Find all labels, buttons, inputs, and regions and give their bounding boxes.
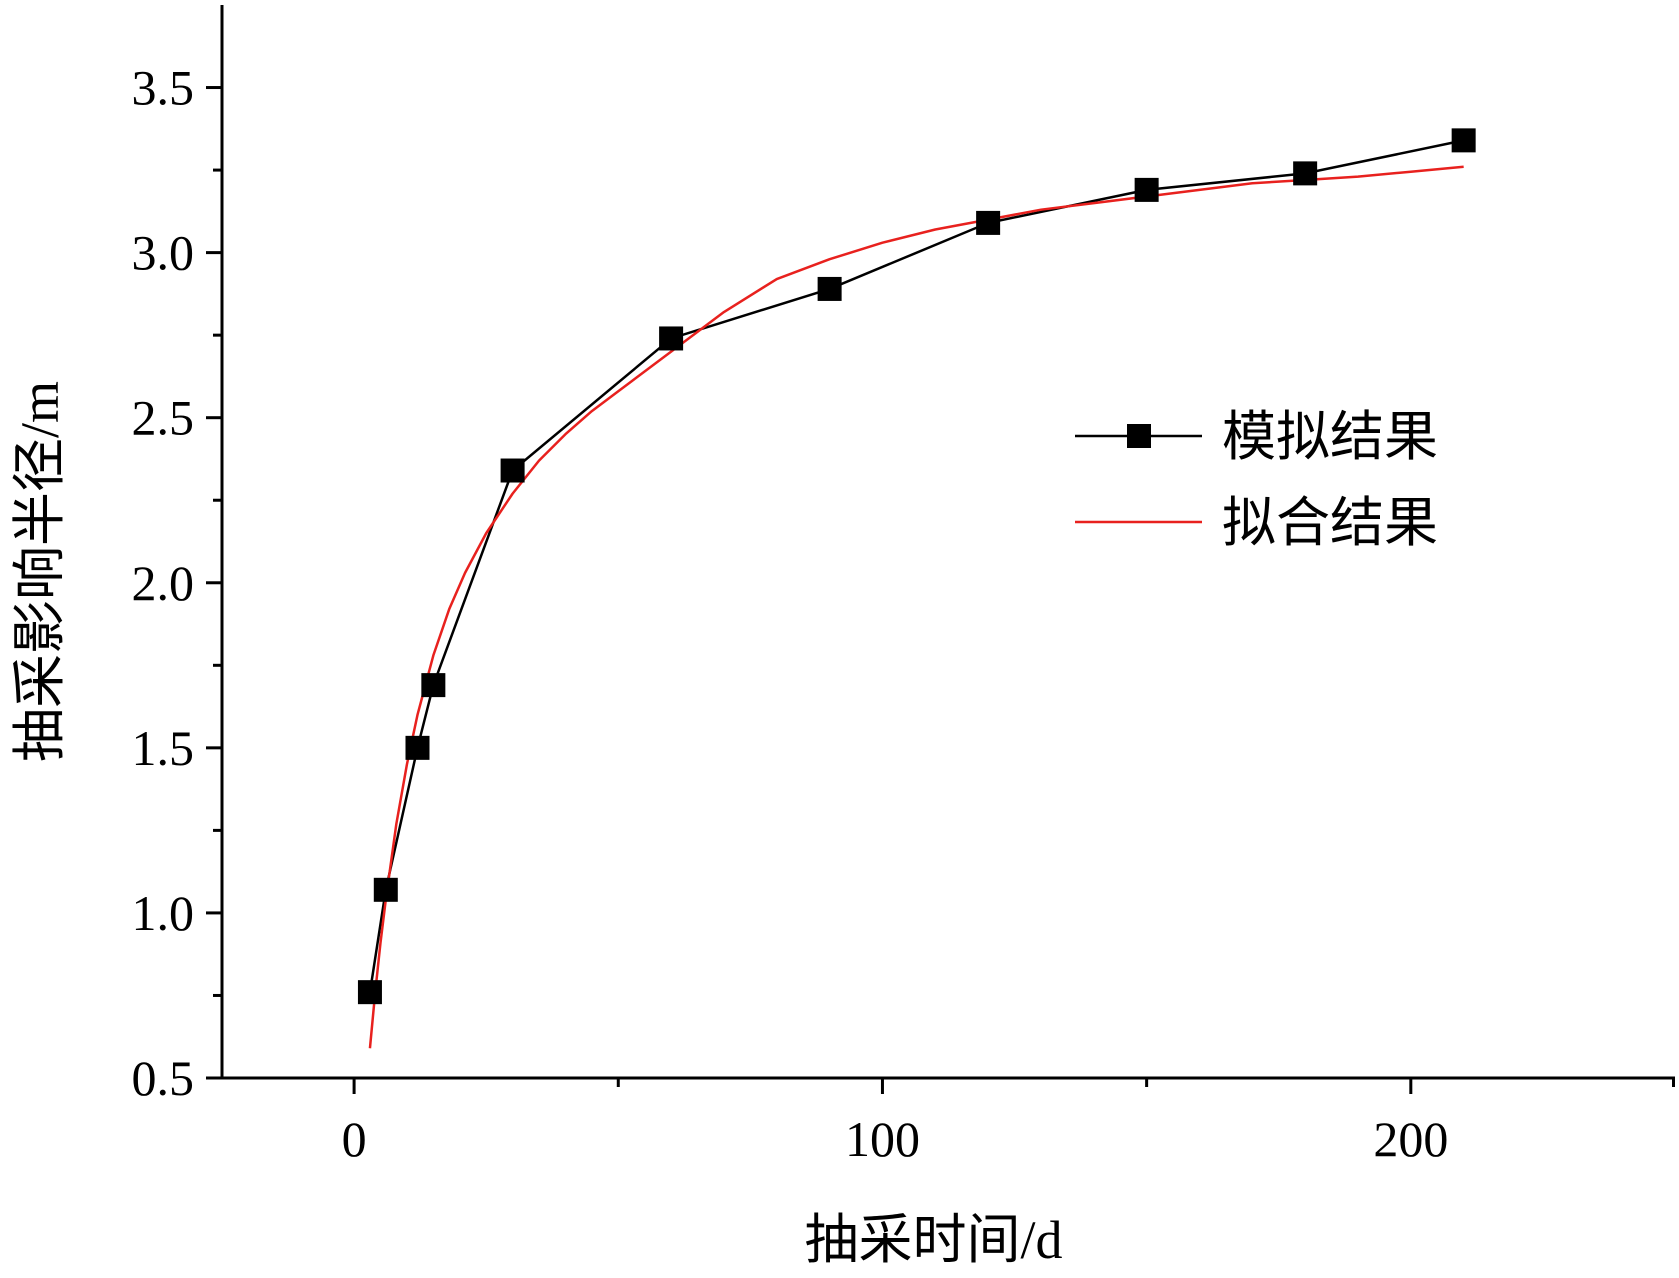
y-tick-label: 2.5	[132, 390, 195, 446]
data-point-模拟结果	[405, 735, 430, 760]
y-axis-title: 抽采影响半径/m	[10, 381, 70, 762]
y-tick-label: 2.0	[132, 555, 195, 611]
y-tick-label: 1.0	[132, 885, 195, 941]
data-point-模拟结果	[357, 980, 382, 1005]
y-tick-label: 1.5	[132, 720, 195, 776]
y-tick-label: 3.5	[132, 60, 195, 116]
plot-area	[357, 128, 1476, 1049]
data-point-模拟结果	[421, 673, 446, 698]
data-point-模拟结果	[1293, 161, 1318, 186]
legend-marker-模拟结果	[1127, 424, 1151, 448]
data-point-模拟结果	[817, 276, 842, 301]
axes: 0.5 1.0 1.5 2.0 2.5 3.0 3.5 0 100 200 抽采时间/d 抽采影响半径…	[10, 5, 1675, 1270]
y-tick-label: 0.5	[132, 1050, 195, 1106]
data-point-模拟结果	[1134, 177, 1159, 202]
data-point-模拟结果	[1451, 128, 1476, 153]
y-tick-label: 3.0	[132, 225, 195, 281]
x-tick-label: 0	[342, 1111, 367, 1167]
series-line-模拟结果	[368, 139, 1464, 993]
legend-label-模拟结果: 模拟结果	[1222, 407, 1438, 467]
data-point-模拟结果	[659, 326, 684, 351]
series-line-拟合结果	[368, 165, 1464, 1049]
x-tick-label: 100	[845, 1111, 920, 1167]
data-point-模拟结果	[500, 458, 525, 483]
x-tick-label: 200	[1373, 1111, 1448, 1167]
legend-label-拟合结果: 拟合结果	[1222, 493, 1438, 553]
data-point-模拟结果	[373, 877, 398, 902]
data-point-模拟结果	[976, 210, 1001, 235]
x-axis-title: 抽采时间/d	[804, 1210, 1062, 1270]
